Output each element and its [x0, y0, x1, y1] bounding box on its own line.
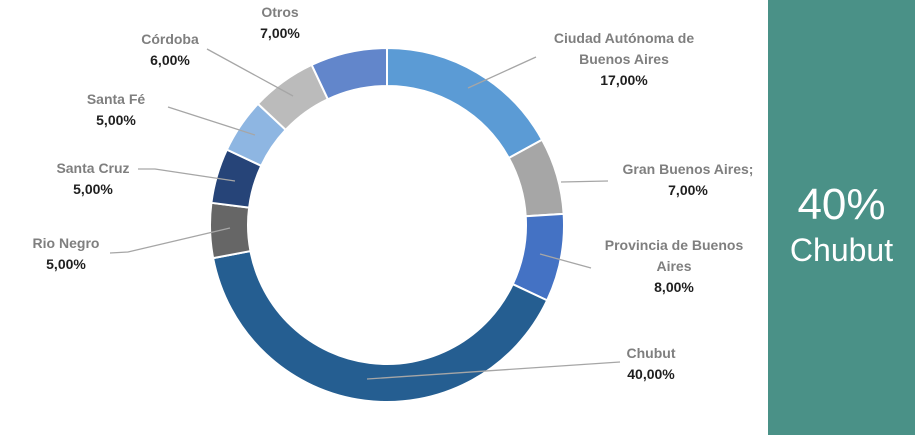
- highlight-value: 40%: [797, 179, 886, 229]
- slice-chubut: [212, 250, 549, 403]
- leader-line-cordoba: [206, 48, 294, 97]
- slice-rionegro: [209, 201, 252, 260]
- leader-line-santacruz: [138, 168, 236, 182]
- leader-line-chubut: [366, 361, 621, 380]
- leader-line-rionegro: [109, 227, 231, 254]
- leader-line-provincia: [539, 253, 592, 269]
- leader-line-granba: [560, 180, 609, 183]
- slice-otros: [310, 47, 388, 101]
- leader-line-santafe: [167, 106, 256, 136]
- leader-line-ciudad: [467, 56, 537, 89]
- highlight-name: Chubut: [789, 231, 894, 268]
- highlight-panel: 40% Chubut: [768, 0, 915, 435]
